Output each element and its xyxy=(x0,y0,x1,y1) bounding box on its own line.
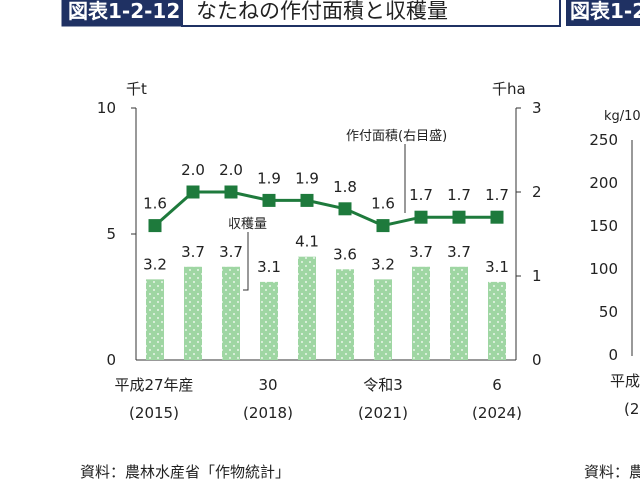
line-point-marker xyxy=(490,210,504,224)
bars-layer: 3.2 3.7 3.7 3.1 4.1 3.6 3.2 3.7 3.7 3.1 xyxy=(143,233,509,360)
right-axis-unit: 千ha xyxy=(492,80,526,98)
x-tick-label: (2021) xyxy=(358,404,408,422)
bar-harvest xyxy=(184,266,202,360)
line-value-label: 1.8 xyxy=(333,178,357,196)
line-value-label: 1.9 xyxy=(295,169,319,187)
next-figure-number: 図表1-2 xyxy=(570,0,640,23)
line-value-label: 1.7 xyxy=(485,186,509,204)
next-x-tick-label: 平成 xyxy=(610,372,640,390)
x-tick-labels: 平成27年産 (2015) 30 (2018) 令和3 (2021) 6 (20… xyxy=(114,376,521,422)
line-point-marker xyxy=(376,219,390,233)
line-value-label: 1.7 xyxy=(447,186,471,204)
bar-harvest xyxy=(336,269,354,360)
line-point-marker xyxy=(338,202,352,216)
bar-series-label: 収穫量 xyxy=(228,217,267,232)
line-series-label: 作付面積(右目盛) xyxy=(346,129,447,144)
bar-harvest xyxy=(450,266,468,360)
next-axis-unit: kg/10 xyxy=(604,109,640,124)
right-tick-label: 1 xyxy=(532,267,542,285)
right-tick-label: 0 xyxy=(532,351,542,369)
next-tick-label: 50 xyxy=(599,303,618,321)
line-value-label: 1.7 xyxy=(409,186,433,204)
next-tick-label: 0 xyxy=(608,346,618,364)
right-axis: 千ha 3 2 1 0 xyxy=(492,80,542,369)
next-header-label-box xyxy=(566,0,640,26)
x-tick-label: 30 xyxy=(258,376,277,394)
line-point-marker xyxy=(452,210,466,224)
figure-number: 図表1-2-12 xyxy=(68,0,180,23)
x-tick-label: 6 xyxy=(492,376,502,394)
next-x-tick-label: (2 xyxy=(624,400,639,418)
left-tick-label: 10 xyxy=(97,99,116,117)
figure-title: なたねの作付面積と収穫量 xyxy=(196,0,448,23)
next-tick-label: 100 xyxy=(589,260,618,278)
line-value-label: 1.6 xyxy=(143,195,167,213)
bar-value-label: 3.7 xyxy=(181,243,205,261)
bar-harvest xyxy=(412,266,430,360)
bar-harvest xyxy=(260,281,278,360)
bar-value-label: 3.7 xyxy=(409,243,433,261)
next-tick-label: 150 xyxy=(589,217,618,235)
line-point-marker xyxy=(300,193,314,207)
line-point-marker xyxy=(414,210,428,224)
x-tick-label: 平成27年産 xyxy=(114,376,193,394)
left-tick-label: 0 xyxy=(106,351,116,369)
left-axis-unit: 千t xyxy=(126,80,147,98)
line-value-label: 1.9 xyxy=(257,169,281,187)
bar-value-label: 4.1 xyxy=(295,233,319,251)
bar-value-label: 3.1 xyxy=(485,258,509,276)
header-title-box xyxy=(181,0,561,27)
next-tick-label: 250 xyxy=(589,131,618,149)
series-annotations: 作付面積(右目盛) 収穫量 xyxy=(228,129,447,291)
bar-value-label: 3.2 xyxy=(371,255,395,273)
bar-harvest xyxy=(374,279,392,360)
next-tick-label: 200 xyxy=(589,174,618,192)
bar-value-label: 3.6 xyxy=(333,245,357,263)
header-label-box xyxy=(61,0,183,27)
line-point-marker xyxy=(148,219,162,233)
bar-harvest xyxy=(222,266,240,360)
bar-value-label: 3.2 xyxy=(143,255,167,273)
line-point-marker xyxy=(224,185,238,199)
bar-series-leader xyxy=(243,232,249,291)
line-area-planted xyxy=(154,190,497,228)
x-tick-label: (2018) xyxy=(243,404,293,422)
left-axis: 千t 10 5 0 xyxy=(97,80,147,369)
line-value-label: 2.0 xyxy=(181,161,205,179)
next-chart: kg/10 250 200 150 100 50 0 平成 (2 xyxy=(589,109,640,418)
bar-harvest xyxy=(298,256,316,360)
right-tick-label: 3 xyxy=(532,99,542,117)
bar-value-label: 3.7 xyxy=(447,243,471,261)
right-tick-label: 2 xyxy=(532,183,542,201)
line-layer: 1.6 2.0 2.0 1.9 1.9 1.8 1.6 1.7 1.7 1.7 xyxy=(143,161,509,233)
line-point-marker xyxy=(262,193,276,207)
next-source-note: 資料：農 xyxy=(584,463,640,481)
source-note: 資料：農林水産省「作物統計」 xyxy=(80,463,290,481)
x-tick-label: (2015) xyxy=(129,404,179,422)
bar-value-label: 3.7 xyxy=(219,243,243,261)
figure-header: 図表1-2-12 なたねの作付面積と収穫量 図表1-2 xyxy=(61,0,640,27)
left-tick-label: 5 xyxy=(106,225,116,243)
bar-value-label: 3.1 xyxy=(257,258,281,276)
line-value-label: 2.0 xyxy=(219,161,243,179)
x-tick-label: 令和3 xyxy=(363,376,403,394)
x-tick-label: (2024) xyxy=(472,404,522,422)
bar-harvest xyxy=(146,279,164,360)
bar-harvest xyxy=(488,281,506,360)
line-value-label: 1.6 xyxy=(371,195,395,213)
line-point-marker xyxy=(186,185,200,199)
